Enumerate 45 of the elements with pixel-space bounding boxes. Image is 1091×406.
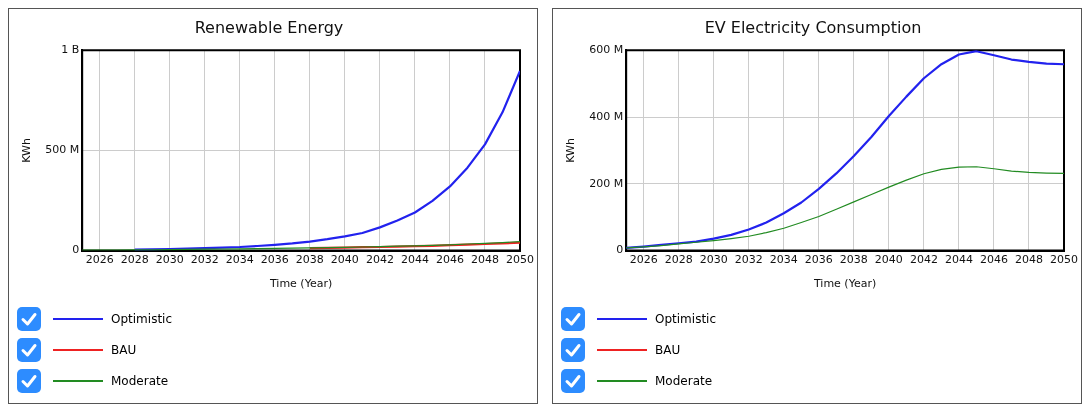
x-tick-label: 2044 [400,253,429,267]
legend-label: Optimistic [655,311,717,326]
legend-label: Moderate [655,373,713,388]
y-tick-label: 200 M [589,176,624,190]
x-tick-label: 2050 [1050,253,1078,267]
x-tick-label: 2038 [295,253,324,267]
x-tick-label: 2036 [260,253,289,267]
chart-title: Renewable Energy [194,17,344,37]
x-tick-label: 2040 [330,253,359,267]
x-tick-label: 2032 [190,253,219,267]
x-tick-label: 2030 [155,253,184,267]
legend-label: Optimistic [111,311,173,326]
x-axis-title: Time (Year) [812,277,877,291]
y-tick-label: 1 B [61,43,80,57]
x-tick-label: 2026 [85,253,114,267]
chart-title: EV Electricity Consumption [704,17,922,37]
legend-label: Moderate [111,373,169,388]
y-tick-label: 500 M [45,143,80,157]
x-tick-label: 2050 [506,253,534,267]
y-tick-label: 0 [616,243,624,257]
x-tick-label: 2040 [874,253,903,267]
x-tick-label: 2048 [1014,253,1043,267]
x-tick-label: 2034 [225,253,254,267]
x-tick-label: 2028 [664,253,693,267]
x-tick-label: 2034 [769,253,798,267]
x-tick-label: 2028 [120,253,149,267]
x-tick-label: 2042 [909,253,938,267]
x-tick-label: 2038 [839,253,868,267]
x-tick-label: 2036 [804,253,833,267]
y-axis-title: KWh [20,138,34,163]
x-tick-label: 2046 [435,253,464,267]
x-tick-label: 2042 [365,253,394,267]
y-tick-label: 0 [72,243,80,257]
x-tick-label: 2048 [470,253,499,267]
x-tick-label: 2032 [734,253,763,267]
x-tick-label: 2046 [979,253,1008,267]
x-axis-title: Time (Year) [268,277,333,291]
x-tick-label: 2044 [944,253,973,267]
legend-label: BAU [655,342,681,357]
y-tick-label: 400 M [589,109,624,123]
x-tick-label: 2030 [699,253,728,267]
y-tick-label: 600 M [589,43,624,57]
y-axis-title: KWh [564,138,578,163]
legend-label: BAU [111,342,137,357]
x-tick-label: 2026 [629,253,658,267]
